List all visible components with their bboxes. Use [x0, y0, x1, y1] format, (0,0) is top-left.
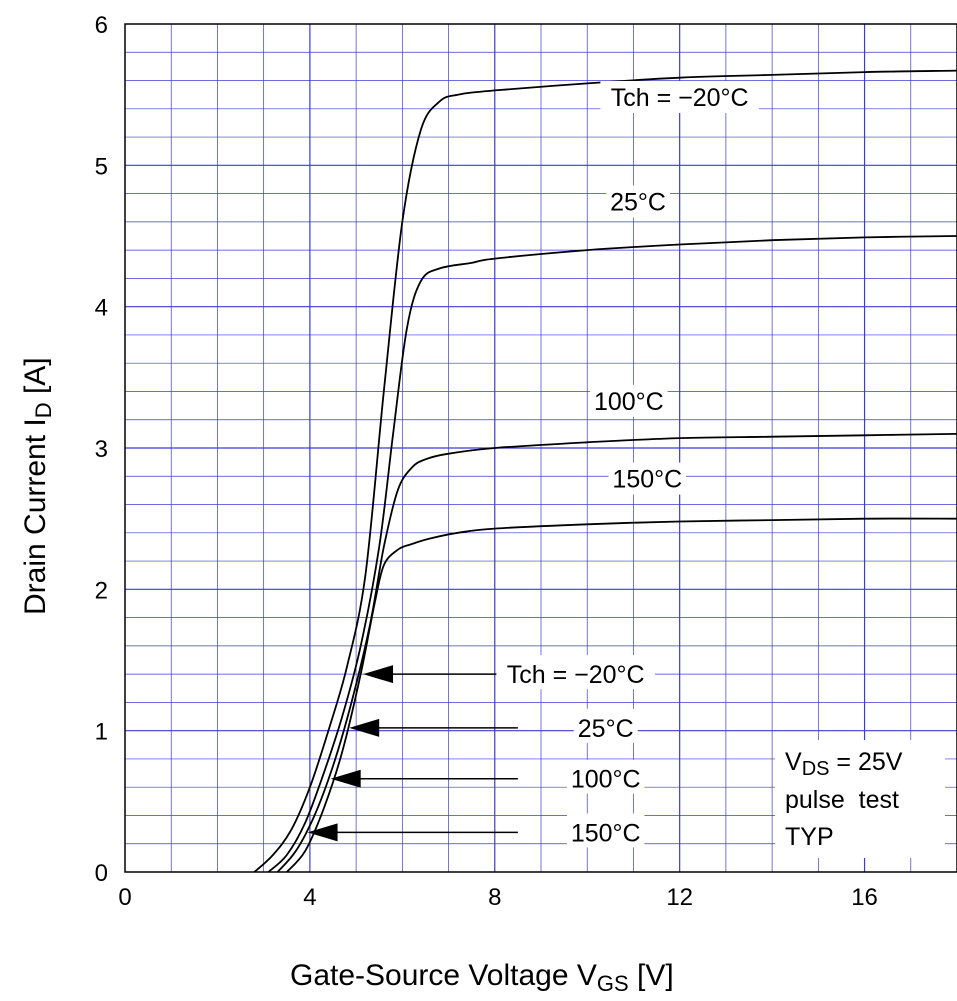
- y-axis-title-subscript: D: [31, 402, 56, 418]
- arrow-label-1: 25°C: [578, 715, 634, 743]
- vds-condition: VDS = 25V: [785, 748, 903, 780]
- x-tick-label: 16: [851, 884, 878, 911]
- vds-rest: = 25V: [829, 748, 902, 776]
- x-tick-label: 0: [118, 884, 131, 911]
- curve-labels: Tch = −20°C 25°C 100°C 150°C: [590, 80, 759, 495]
- x-tick-label: 8: [488, 884, 501, 911]
- test-conditions-background: [775, 740, 945, 858]
- curve-label-background: [590, 384, 668, 417]
- series-line-2: [276, 433, 957, 873]
- x-tick-label: 12: [666, 884, 693, 911]
- arrow-label-2: 100°C: [571, 766, 641, 794]
- x-axis-title-main: Gate-Source Voltage V: [290, 959, 597, 992]
- series-line-3: [286, 517, 957, 873]
- grid: [125, 24, 957, 872]
- arrow-label-3: 150°C: [571, 819, 641, 847]
- y-tick-label: 0: [95, 860, 108, 887]
- x-axis-title-subscript: GS: [597, 971, 629, 996]
- y-tick-label: 1: [95, 719, 108, 746]
- arrow-label-background: [496, 655, 655, 690]
- y-axis-title: Drain Current ID [A]: [19, 357, 56, 615]
- y-tick-label: 6: [95, 12, 108, 39]
- arrow-annotations: Tch = −20°C 25°C 100°C 150°C: [307, 655, 655, 848]
- y-tick-label: 2: [95, 577, 108, 604]
- vds-subscript: DS: [802, 758, 830, 780]
- x-axis-title-unit: [V]: [629, 959, 674, 992]
- curve-label-2: 100°C: [594, 388, 664, 416]
- arrow-label-0: Tch = −20°C: [507, 661, 645, 689]
- curve-label-3: 150°C: [612, 466, 682, 494]
- curve-label-background: [600, 80, 759, 113]
- arrow-head: [330, 769, 361, 788]
- vds-main: V: [785, 748, 802, 776]
- curve-label-0: Tch = −20°C: [611, 84, 749, 112]
- plot-area-frame: [124, 23, 957, 873]
- series-line-1: [267, 235, 957, 873]
- y-axis-title-main: Drain Current I: [19, 418, 52, 615]
- test-conditions-box: VDS = 25V pulse test TYP: [775, 740, 945, 858]
- typ-label: TYP: [785, 823, 834, 851]
- y-tick-label: 5: [95, 153, 108, 180]
- arrow-label-background: [566, 813, 645, 848]
- arrow-head: [363, 665, 394, 684]
- arrow-head: [349, 718, 380, 737]
- y-axis-title-unit: [A]: [19, 357, 52, 402]
- y-tick-label: 3: [95, 436, 108, 463]
- arrow-label-background: [566, 759, 645, 794]
- x-tick-label: 4: [303, 884, 316, 911]
- arrow-label-background: [573, 708, 638, 743]
- y-tick-label: 4: [95, 295, 108, 322]
- x-axis-title: Gate-Source Voltage VGS [V]: [290, 959, 674, 996]
- curve-label-background: [608, 462, 687, 495]
- curve-label-background: [606, 185, 671, 218]
- curve-label-1: 25°C: [610, 189, 666, 217]
- arrow-head: [307, 823, 338, 842]
- pulse-test-label: pulse test: [785, 786, 899, 814]
- series-group: [253, 69, 957, 873]
- series-line-0: [253, 69, 957, 873]
